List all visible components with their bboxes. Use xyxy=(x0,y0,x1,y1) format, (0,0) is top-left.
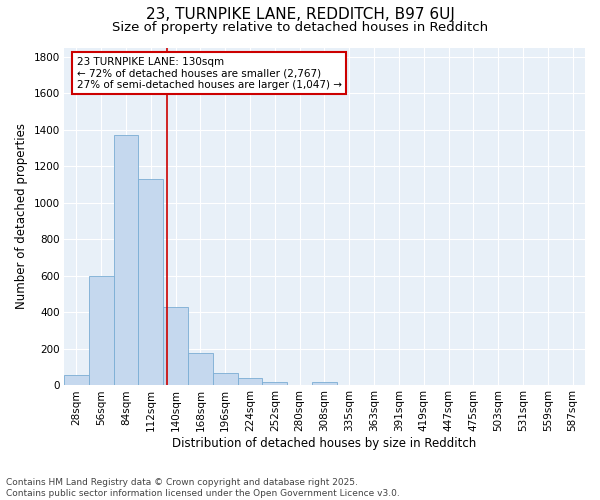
Bar xyxy=(139,179,163,385)
Y-axis label: Number of detached properties: Number of detached properties xyxy=(15,124,28,310)
Bar xyxy=(64,375,89,385)
Bar xyxy=(89,276,113,385)
Bar xyxy=(238,378,262,385)
Bar xyxy=(262,382,287,385)
Text: 23 TURNPIKE LANE: 130sqm
← 72% of detached houses are smaller (2,767)
27% of sem: 23 TURNPIKE LANE: 130sqm ← 72% of detach… xyxy=(77,56,341,90)
Bar xyxy=(163,306,188,385)
Text: 23, TURNPIKE LANE, REDDITCH, B97 6UJ: 23, TURNPIKE LANE, REDDITCH, B97 6UJ xyxy=(146,8,454,22)
Bar xyxy=(188,353,213,385)
Bar xyxy=(113,135,139,385)
Text: Size of property relative to detached houses in Redditch: Size of property relative to detached ho… xyxy=(112,21,488,34)
Bar xyxy=(312,382,337,385)
Text: Contains HM Land Registry data © Crown copyright and database right 2025.
Contai: Contains HM Land Registry data © Crown c… xyxy=(6,478,400,498)
Bar xyxy=(213,374,238,385)
X-axis label: Distribution of detached houses by size in Redditch: Distribution of detached houses by size … xyxy=(172,437,476,450)
